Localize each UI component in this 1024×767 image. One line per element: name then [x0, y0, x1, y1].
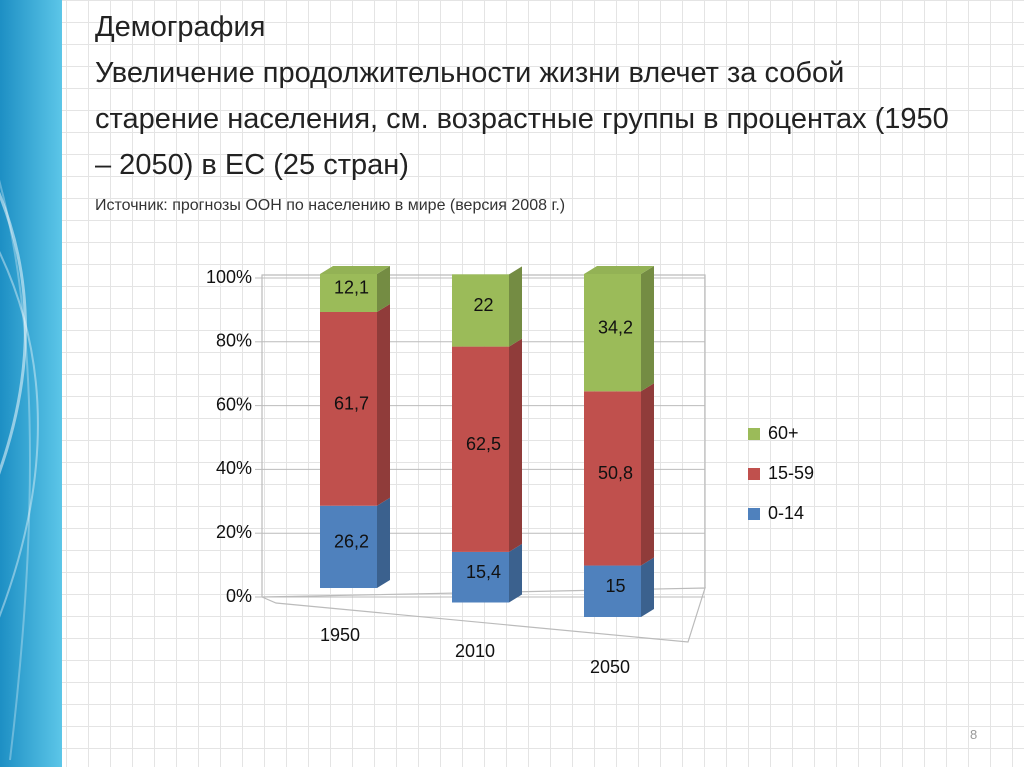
bar-side	[377, 303, 390, 506]
side-decoration	[0, 0, 62, 767]
source: Источник: прогнозы ООН по населению в ми…	[95, 197, 566, 214]
y-tick-label: 40%	[216, 458, 252, 478]
bar-side	[509, 338, 522, 552]
legend-swatch	[748, 468, 760, 480]
bar-top	[584, 266, 654, 274]
x-tick-label: 2010	[455, 641, 495, 661]
legend-label: 60+	[768, 423, 799, 443]
bar-side	[509, 543, 522, 603]
bar-side	[641, 383, 654, 566]
legend-label: 0-14	[768, 503, 804, 523]
bar-segment	[452, 274, 509, 347]
bar-top	[320, 266, 390, 274]
bar-side	[641, 557, 654, 617]
data-label: 26,2	[334, 532, 369, 552]
y-tick-label: 60%	[216, 394, 252, 414]
page-number: 8	[970, 727, 978, 742]
data-label: 22	[473, 295, 493, 315]
bar-segment	[452, 551, 509, 603]
data-label: 62,5	[466, 434, 501, 454]
x-tick-label: 2050	[590, 657, 630, 677]
bar-side	[377, 497, 390, 588]
bar-side	[509, 266, 522, 347]
bar-side	[377, 266, 390, 312]
bar-segment	[452, 346, 509, 552]
data-label: 50,8	[598, 463, 633, 483]
data-label: 15,4	[466, 562, 501, 582]
heading: Демография	[95, 11, 266, 43]
floor	[261, 587, 706, 643]
legend-label: 15-59	[768, 463, 814, 483]
bar-side	[641, 266, 654, 392]
y-tick-label: 100%	[206, 267, 252, 287]
legend-swatch	[748, 428, 760, 440]
title: Увеличение продолжительности жизни влече…	[95, 57, 949, 181]
data-label: 61,7	[334, 394, 369, 414]
y-tick-label: 80%	[216, 331, 252, 351]
data-label: 34,2	[598, 317, 633, 337]
data-label: 12,1	[334, 278, 369, 298]
bar-segment	[320, 274, 377, 312]
bar-segment	[584, 565, 641, 617]
y-tick-label: 20%	[216, 522, 252, 542]
legend-swatch	[748, 508, 760, 520]
bar-segment	[584, 274, 641, 392]
y-tick-label: 0%	[226, 586, 252, 606]
bar-segment	[320, 311, 377, 506]
x-tick-label: 1950	[320, 625, 360, 645]
bar-segment	[320, 505, 377, 588]
bar-segment	[584, 391, 641, 566]
data-label: 15	[605, 576, 625, 596]
